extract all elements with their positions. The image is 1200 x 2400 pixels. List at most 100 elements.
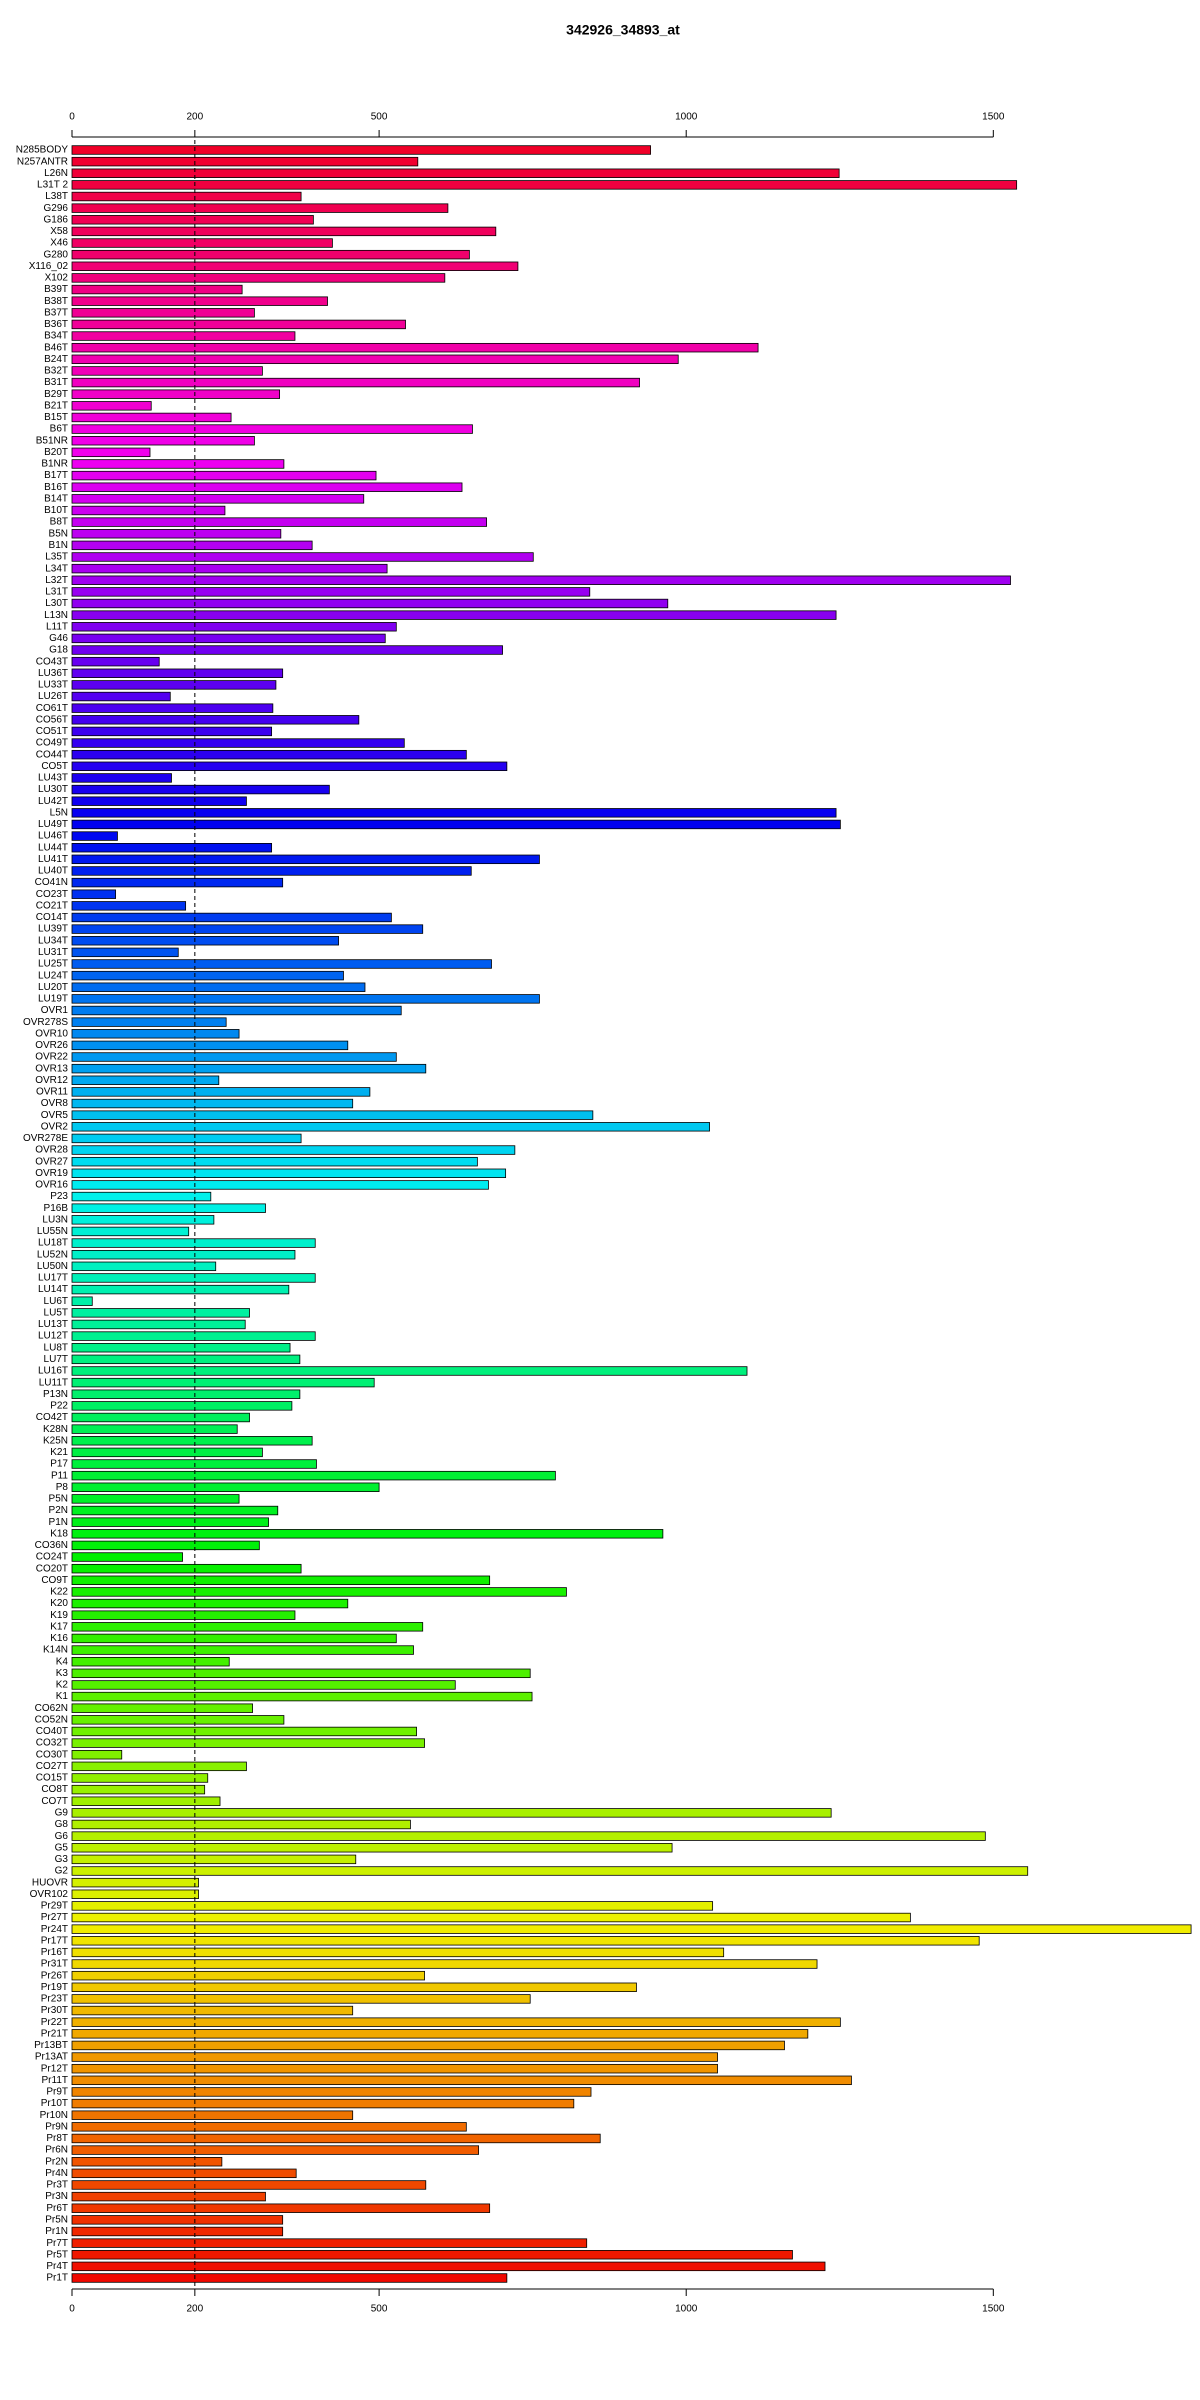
y-tick-label: LU17T bbox=[38, 1273, 68, 1284]
y-tick-label: Pr21T bbox=[41, 2028, 68, 2039]
y-tick-label: Pr6T bbox=[46, 2203, 68, 2214]
y-tick-label: LU41T bbox=[38, 854, 68, 865]
y-tick-label: K17 bbox=[50, 1621, 68, 1632]
y-tick-label: L32T bbox=[45, 575, 68, 586]
y-tick-label: L5N bbox=[50, 807, 68, 818]
y-tick-label: LU24T bbox=[38, 970, 68, 981]
bar bbox=[71, 1063, 427, 1074]
bar bbox=[71, 1005, 402, 1016]
bar bbox=[71, 2180, 427, 2190]
bar bbox=[71, 1936, 980, 1946]
y-tick-label: G5 bbox=[55, 1842, 69, 1853]
y-tick-label: P13N bbox=[43, 1389, 68, 1400]
y-tick-label: B16T bbox=[44, 482, 68, 493]
bar bbox=[71, 1412, 250, 1423]
y-tick-label: B34T bbox=[44, 331, 68, 342]
y-tick-label: X116_02 bbox=[29, 261, 69, 272]
bar bbox=[71, 1203, 266, 1213]
bar bbox=[71, 749, 467, 760]
x-tick-label: 0 bbox=[69, 2304, 75, 2315]
bar bbox=[71, 1912, 911, 1923]
y-tick-label: OVR26 bbox=[35, 1040, 68, 1051]
y-tick-label: CO9T bbox=[41, 1575, 68, 1586]
y-tick-label: Pr31T bbox=[41, 1959, 68, 1970]
y-tick-label: LU19T bbox=[38, 994, 68, 1005]
bar bbox=[71, 1249, 296, 1260]
bar bbox=[71, 1633, 397, 1644]
y-tick-label: Pr19T bbox=[41, 1982, 68, 1993]
y-tick-label: Pr13BT bbox=[34, 2040, 68, 2051]
y-tick-label: P1N bbox=[49, 1517, 68, 1528]
y-tick-label: B39T bbox=[44, 284, 68, 295]
y-tick-label: L31T 2 bbox=[37, 180, 68, 191]
x-tick-label: 500 bbox=[371, 112, 388, 123]
x-tick-label: 0 bbox=[69, 112, 75, 123]
y-tick-label: Pr22T bbox=[41, 2017, 68, 2028]
y-tick-label: LU36T bbox=[38, 668, 68, 679]
bar bbox=[71, 1482, 380, 1492]
y-tick-label: B14T bbox=[44, 493, 68, 504]
y-tick-label: OVR8 bbox=[41, 1098, 69, 1109]
bar bbox=[71, 308, 255, 318]
bar bbox=[71, 1773, 209, 1783]
bar bbox=[71, 2157, 223, 2167]
y-tick-label: CO36N bbox=[35, 1540, 68, 1551]
y-tick-label: CO30T bbox=[36, 1749, 68, 1760]
bar bbox=[71, 1308, 250, 1318]
y-tick-label: Pr10T bbox=[41, 2098, 68, 2109]
y-tick-label: G3 bbox=[55, 1854, 69, 1865]
bar bbox=[71, 1866, 1029, 1876]
y-tick-label: LU5T bbox=[44, 1307, 68, 1318]
bar bbox=[71, 1668, 531, 1679]
bar bbox=[71, 575, 1011, 585]
y-tick-label: B31T bbox=[44, 377, 68, 388]
bar bbox=[71, 191, 302, 202]
bar bbox=[71, 1587, 567, 1597]
y-tick-label: Pr5N bbox=[45, 2214, 68, 2225]
bar bbox=[71, 284, 243, 295]
bar bbox=[71, 982, 366, 992]
y-tick-label: OVR10 bbox=[35, 1028, 68, 1039]
bar bbox=[71, 1843, 673, 1853]
y-tick-label: B51NR bbox=[36, 435, 68, 446]
bar bbox=[71, 505, 226, 516]
y-tick-label: LU44T bbox=[38, 842, 68, 853]
y-tick-label: K19 bbox=[50, 1610, 68, 1621]
chart-title: 342926_34893_at bbox=[566, 22, 680, 38]
bar bbox=[71, 831, 118, 841]
y-tick-label: CO51T bbox=[36, 726, 68, 737]
bar bbox=[71, 552, 534, 562]
y-tick-label: LU49T bbox=[38, 819, 68, 830]
bar bbox=[71, 1098, 354, 1109]
y-tick-label: LU39T bbox=[38, 924, 68, 935]
bar bbox=[71, 494, 365, 504]
y-tick-label: Pr6N bbox=[45, 2145, 68, 2156]
y-tick-label: P5N bbox=[49, 1494, 68, 1505]
y-tick-label: LU52N bbox=[37, 1249, 68, 1260]
y-tick-label: L35T bbox=[45, 552, 68, 563]
y-tick-label: G280 bbox=[44, 249, 69, 260]
y-tick-label: B5N bbox=[49, 528, 68, 539]
y-tick-label: CO7T bbox=[41, 1796, 68, 1807]
bar bbox=[71, 412, 232, 423]
y-tick-label: L38T bbox=[45, 191, 68, 202]
y-tick-label: P17 bbox=[50, 1459, 68, 1470]
bar bbox=[71, 1656, 230, 1667]
y-tick-label: OVR27 bbox=[35, 1156, 68, 1167]
bar bbox=[71, 889, 117, 899]
bar bbox=[71, 959, 492, 969]
y-tick-label: B1N bbox=[49, 540, 68, 551]
y-tick-label: Pr5T bbox=[46, 2249, 68, 2260]
bar bbox=[71, 2191, 266, 2202]
bar bbox=[71, 924, 424, 934]
y-tick-label: B32T bbox=[44, 366, 68, 377]
y-tick-label: B17T bbox=[44, 470, 68, 481]
y-tick-label: G2 bbox=[55, 1866, 69, 1877]
y-tick-label: K2 bbox=[56, 1680, 69, 1691]
y-tick-label: LU43T bbox=[38, 773, 68, 784]
bar bbox=[71, 2250, 793, 2260]
bar bbox=[71, 1180, 489, 1190]
bar bbox=[71, 1145, 516, 1155]
bar bbox=[71, 726, 273, 737]
bar bbox=[71, 2168, 297, 2179]
